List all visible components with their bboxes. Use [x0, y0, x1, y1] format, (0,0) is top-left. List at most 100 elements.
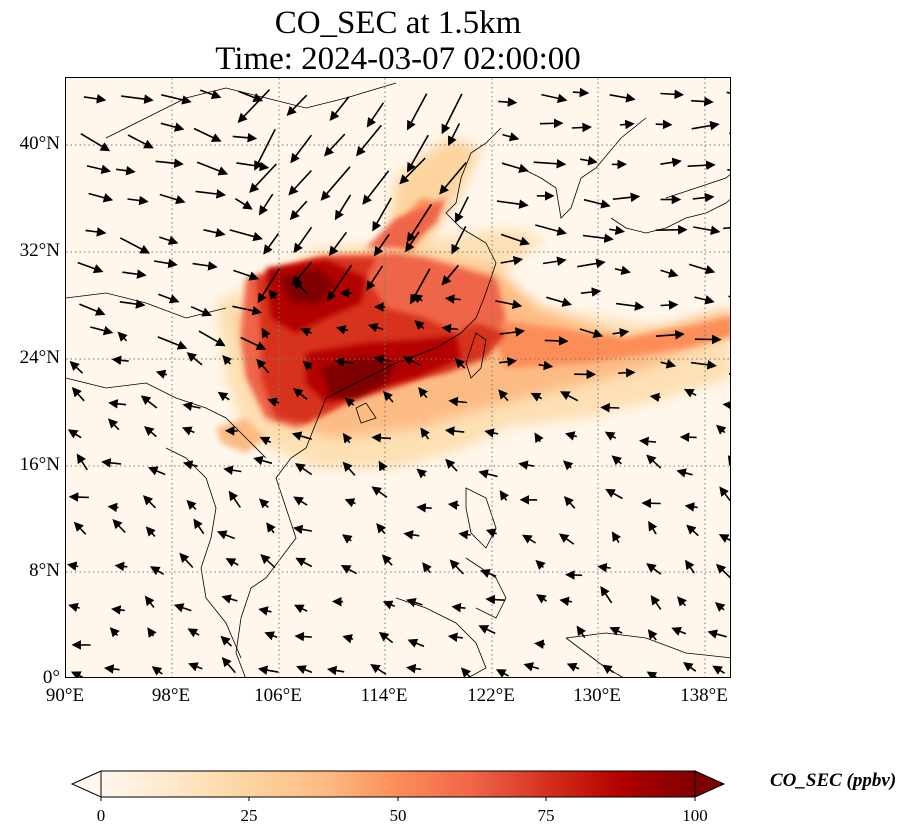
wind-arrow: [441, 93, 463, 135]
wind-arrow: [249, 163, 277, 194]
wind-arrow: [478, 469, 498, 479]
wind-arrow: [342, 432, 353, 444]
wind-arrow: [402, 356, 422, 367]
wind-arrow: [412, 293, 424, 304]
wind-arrow: [79, 303, 106, 316]
wind-arrow: [237, 89, 271, 123]
wind-arrow: [372, 197, 392, 232]
wind-arrow: [157, 336, 188, 350]
wind-arrow: [104, 664, 120, 674]
wind-arrow: [73, 521, 87, 535]
wind-arrow: [715, 563, 730, 579]
wind-arrow: [119, 237, 151, 254]
wind-arrow: [158, 293, 180, 304]
colorbar-extend-low: [70, 770, 102, 798]
wind-arrow: [340, 565, 357, 575]
wind-arrow: [605, 488, 623, 500]
wind-arrow: [726, 91, 730, 94]
wind-arrow: [558, 533, 575, 545]
wind-arrow: [193, 127, 222, 142]
wind-arrow: [222, 354, 233, 366]
wind-arrow: [546, 296, 573, 307]
wind-arrow: [499, 490, 509, 501]
wind-arrow: [342, 461, 356, 476]
wind-arrow: [639, 436, 657, 447]
wind-arrow: [609, 225, 626, 236]
colorbar-tick-0: 0: [96, 806, 106, 825]
wind-arrow: [69, 360, 84, 374]
wind-arrow: [186, 352, 203, 366]
wind-arrow: [500, 233, 530, 246]
wind-arrow: [382, 390, 394, 403]
wind-vector-field: [66, 87, 730, 677]
wind-arrow: [671, 626, 687, 636]
concentration-field: [216, 138, 730, 468]
wind-arrow: [535, 559, 546, 570]
lat-tick-32n: 32°N: [19, 240, 60, 261]
wind-arrow: [378, 631, 394, 644]
wind-arrow: [261, 327, 271, 339]
wind-arrow: [228, 490, 241, 508]
wind-arrow: [334, 194, 352, 221]
wind-arrow: [127, 134, 154, 149]
wind-arrow: [683, 388, 697, 398]
wind-arrow: [692, 192, 715, 203]
wind-arrow: [376, 522, 386, 535]
wind-arrow: [159, 235, 179, 245]
map-title: CO_SEC at 1.5km: [274, 5, 522, 41]
wind-arrow: [199, 89, 222, 99]
wind-arrow: [648, 520, 658, 535]
wind-arrow: [444, 426, 465, 436]
wind-arrow: [85, 227, 107, 237]
wind-arrow: [691, 96, 714, 107]
wind-arrow: [266, 522, 276, 534]
wind-arrow: [579, 328, 604, 339]
wind-arrow: [293, 604, 308, 614]
wind-arrow: [371, 433, 391, 443]
wind-arrow: [646, 671, 658, 677]
wind-arrow: [257, 267, 281, 304]
colorbar-tick-100: 100: [682, 806, 708, 825]
wind-arrow: [302, 360, 314, 371]
map-canvas: [66, 78, 730, 677]
wind-arrow: [121, 94, 154, 104]
wind-arrow: [441, 323, 459, 334]
wind-arrow: [406, 663, 422, 674]
wind-arrow: [181, 426, 195, 436]
colorbar-tick-50: 50: [389, 806, 407, 825]
wind-arrow: [217, 391, 230, 402]
wind-arrow: [370, 663, 387, 675]
wind-arrow: [161, 94, 192, 105]
lon-tick-122e: 122°E: [467, 685, 515, 706]
wind-arrow: [500, 255, 524, 266]
wind-arrow: [366, 102, 385, 128]
wind-arrow: [690, 360, 717, 370]
wind-arrow: [604, 431, 617, 441]
wind-arrow: [83, 94, 107, 104]
wind-arrow: [258, 498, 270, 509]
wind-arrow: [727, 168, 730, 171]
wind-arrow: [539, 118, 564, 129]
wind-arrow: [582, 233, 614, 243]
wind-arrow: [495, 669, 510, 677]
wind-arrow: [117, 331, 128, 342]
wind-arrow: [646, 454, 662, 469]
lon-tick-106e: 106°E: [254, 685, 302, 706]
wind-arrow: [144, 595, 155, 608]
wind-arrow: [498, 389, 509, 402]
wind-arrow: [418, 386, 428, 399]
wind-arrow: [225, 558, 239, 567]
wind-arrow: [533, 158, 567, 169]
wind-arrow: [221, 594, 238, 604]
wind-arrow: [451, 226, 467, 255]
wind-arrow: [538, 360, 554, 371]
wind-arrow: [655, 329, 685, 340]
wind-arrow: [722, 400, 730, 410]
wind-arrow: [612, 192, 641, 203]
wind-arrow: [522, 534, 537, 544]
wind-arrow: [127, 195, 149, 206]
wind-arrow: [518, 460, 535, 470]
wind-arrow: [542, 256, 567, 266]
wind-arrow: [328, 231, 348, 257]
wind-arrow: [107, 418, 120, 431]
